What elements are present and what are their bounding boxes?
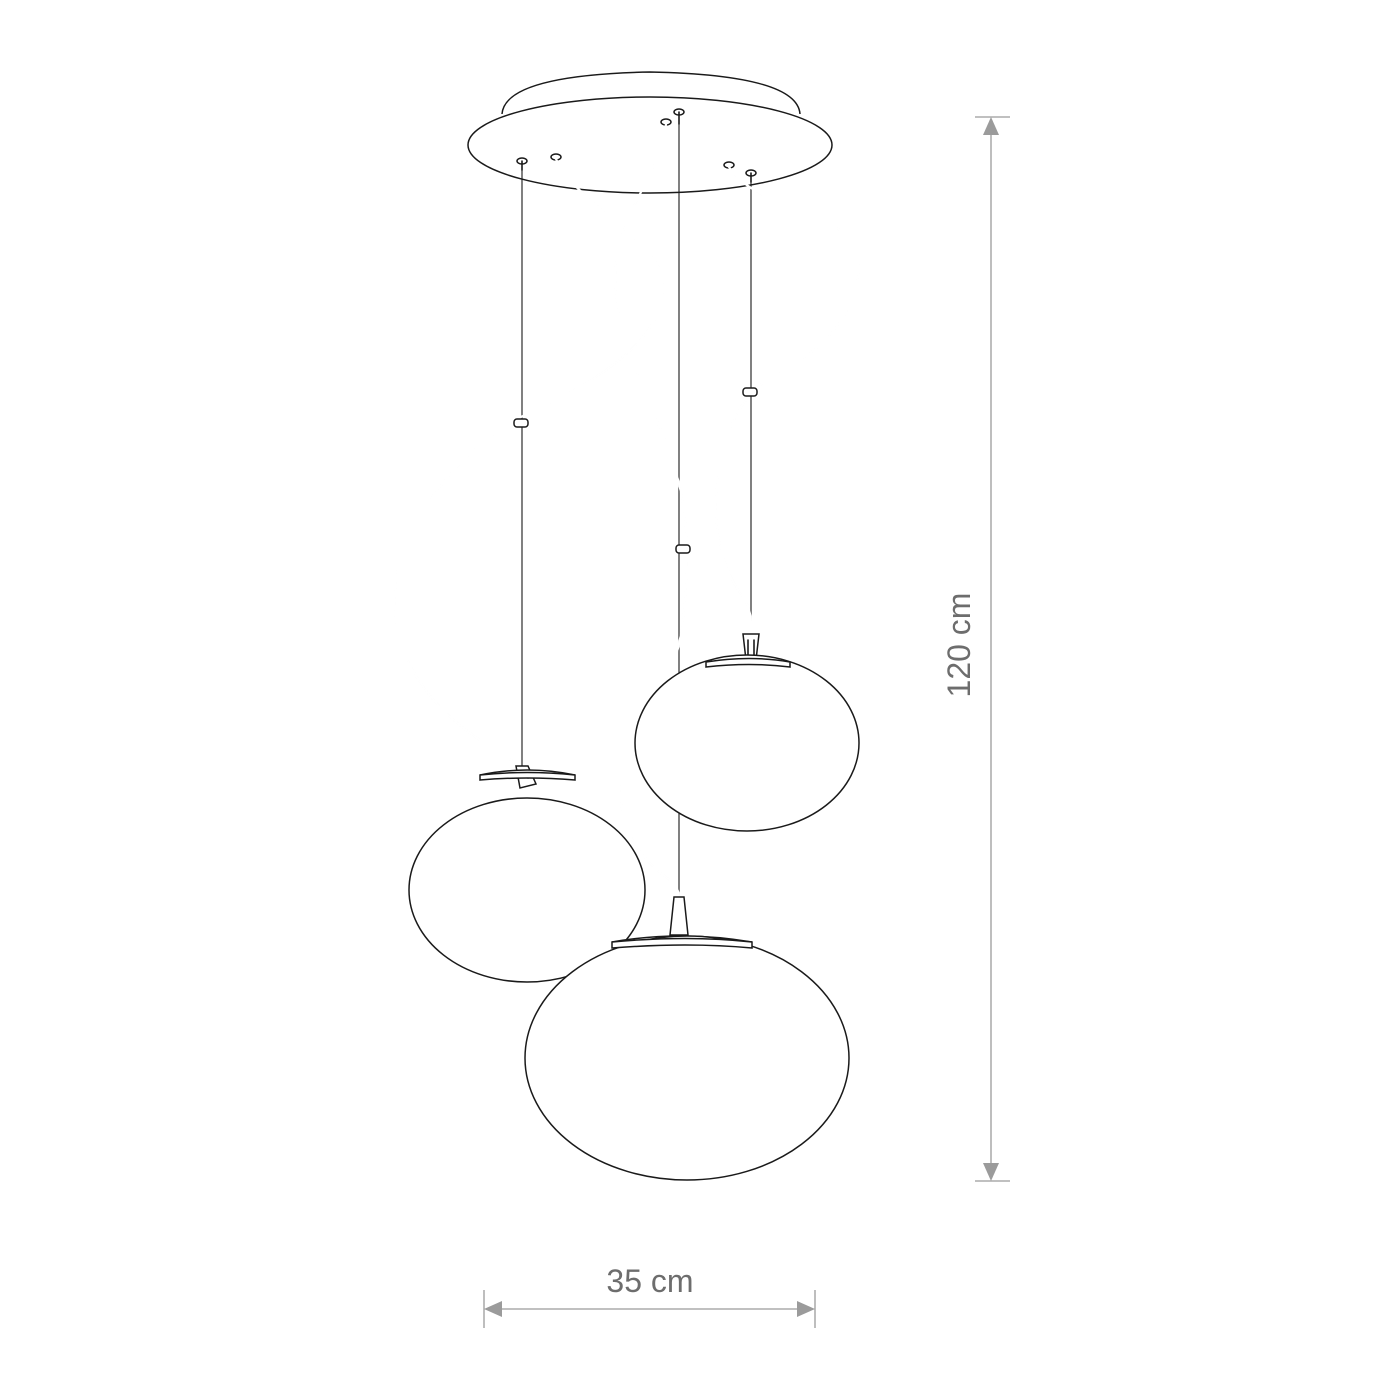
ceiling-canopy bbox=[467, 71, 833, 194]
height-dimension: 120 cm bbox=[941, 116, 1010, 1182]
width-label: 35 cm bbox=[606, 1263, 693, 1299]
center-lamp-shade bbox=[524, 896, 850, 1181]
width-dimension: 35 cm bbox=[483, 1263, 816, 1328]
cable-clips bbox=[513, 387, 758, 554]
left-lamp-shade bbox=[408, 765, 646, 983]
height-label: 120 cm bbox=[941, 593, 977, 698]
power-cables bbox=[393, 122, 860, 899]
right-lamp-shade bbox=[634, 633, 860, 832]
